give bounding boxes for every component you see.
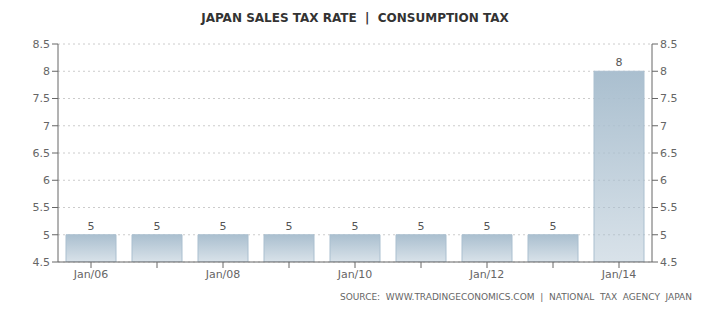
svg-text:5: 5 [154, 220, 161, 233]
svg-text:7.5: 7.5 [33, 92, 51, 105]
svg-text:Jan/14: Jan/14 [601, 268, 637, 281]
svg-text:7: 7 [43, 120, 50, 133]
svg-text:6.5: 6.5 [33, 147, 51, 160]
svg-text:8: 8 [660, 65, 667, 78]
svg-text:5: 5 [418, 220, 425, 233]
svg-text:5: 5 [484, 220, 491, 233]
svg-text:8.5: 8.5 [660, 38, 678, 51]
svg-text:7.5: 7.5 [660, 92, 678, 105]
svg-text:7: 7 [660, 120, 667, 133]
svg-text:5: 5 [220, 220, 227, 233]
svg-text:5: 5 [352, 220, 359, 233]
svg-text:5: 5 [660, 229, 667, 242]
svg-text:Jan/06: Jan/06 [73, 268, 109, 281]
svg-text:5: 5 [550, 220, 557, 233]
html-text:SOURCE: WWW.TRADINGECONOMICS.C: SOURCE: WWW.TRADINGECONOMICS.COM | NATIO… [339, 292, 692, 302]
svg-text:Jan/12: Jan/12 [469, 268, 505, 281]
svg-text:4.5: 4.5 [33, 256, 51, 269]
svg-text:5.5: 5.5 [660, 201, 678, 214]
svg-text:5: 5 [88, 220, 95, 233]
svg-text:6.5: 6.5 [660, 147, 678, 160]
svg-text:6: 6 [43, 174, 50, 187]
svg-text:8: 8 [616, 56, 623, 69]
html-text:JAPAN SALES TAX RATE | CONSUMP: JAPAN SALES TAX RATE | CONSUMPTION TAX [201, 11, 509, 25]
svg-text:Jan/10: Jan/10 [337, 268, 373, 281]
svg-text:4.5: 4.5 [660, 256, 678, 269]
svg-text:Jan/08: Jan/08 [205, 268, 241, 281]
svg-text:5.5: 5.5 [33, 201, 51, 214]
svg-text:5: 5 [43, 229, 50, 242]
svg-text:8.5: 8.5 [33, 38, 51, 51]
svg-text:6: 6 [660, 174, 667, 187]
svg-text:5: 5 [286, 220, 293, 233]
svg-text:8: 8 [43, 65, 50, 78]
